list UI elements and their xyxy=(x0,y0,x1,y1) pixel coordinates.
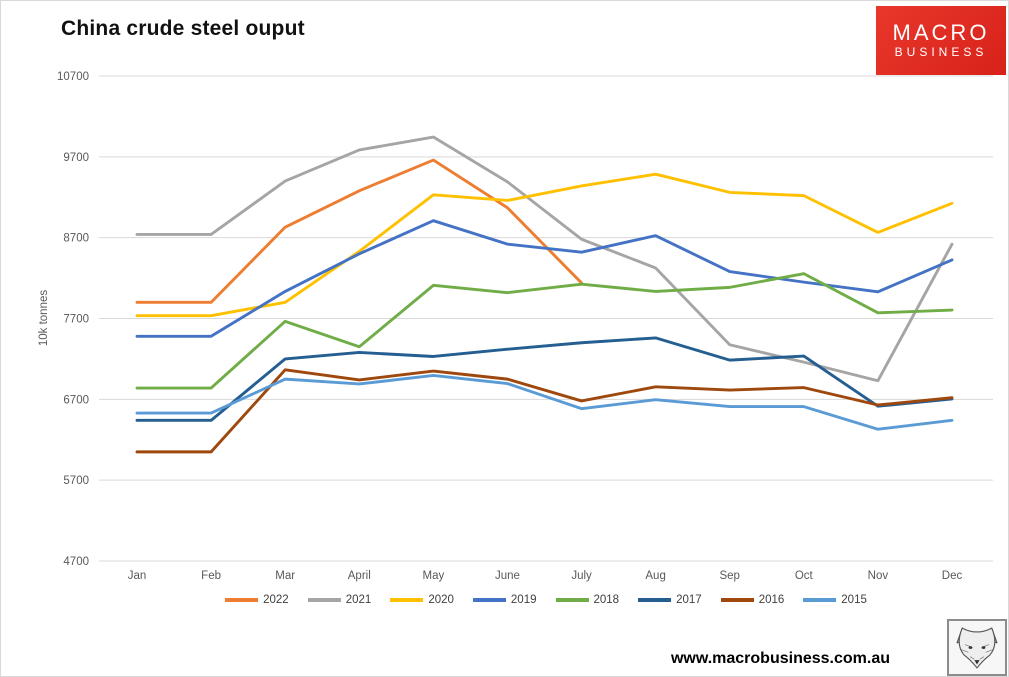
legend-item-2015: 2015 xyxy=(803,594,867,606)
x-tick-label-dec: Dec xyxy=(942,570,963,582)
x-tick-label-oct: Oct xyxy=(795,570,814,582)
series-line-2022 xyxy=(135,158,583,304)
legend-swatch-2020 xyxy=(390,598,424,602)
legend-label-2017: 2017 xyxy=(676,594,702,606)
series-line-2019 xyxy=(135,219,954,338)
y-tick-label-4700: 4700 xyxy=(63,556,89,568)
footer-url: www.macrobusiness.com.au xyxy=(670,650,890,667)
series-line-2020 xyxy=(135,172,954,318)
legend-item-2016: 2016 xyxy=(720,594,785,606)
legend-swatch-2018 xyxy=(555,598,589,602)
x-tick-label-nov: Nov xyxy=(868,570,889,582)
series-line-2015 xyxy=(135,374,954,431)
x-tick-label-sep: Sep xyxy=(719,570,739,582)
legend-label-2019: 2019 xyxy=(510,594,537,606)
legend-swatch-2019 xyxy=(472,598,506,602)
legend-swatch-2021 xyxy=(307,598,341,602)
chart-legend: 2022 2021 2020 2019 2018 2017 2016 2015 xyxy=(99,594,993,606)
legend-label-2016: 2016 xyxy=(758,594,785,606)
legend-item-2022: 2022 xyxy=(225,594,289,606)
legend-item-2017: 2017 xyxy=(638,594,702,606)
x-tick-label-july: July xyxy=(571,570,592,582)
logo-text-business: BUSINESS xyxy=(894,45,988,59)
logo-text-macro: MACRO xyxy=(892,20,990,45)
legend-label-2022: 2022 xyxy=(263,594,289,606)
series-line-2017 xyxy=(135,336,954,422)
y-tick-label-8700: 8700 xyxy=(63,233,89,245)
y-tick-label-5700: 5700 xyxy=(63,475,89,487)
legend-label-2021: 2021 xyxy=(345,594,372,606)
y-tick-label-10700: 10700 xyxy=(57,71,89,83)
series-line-2018 xyxy=(135,272,954,390)
macrobusiness-logo: MACRO BUSINESS xyxy=(876,6,1006,75)
y-tick-label-7700: 7700 xyxy=(63,314,89,326)
legend-label-2018: 2018 xyxy=(593,594,620,606)
legend-item-2018: 2018 xyxy=(555,594,620,606)
legend-item-2020: 2020 xyxy=(390,594,454,606)
x-tick-label-jan: Jan xyxy=(128,570,147,582)
legend-swatch-2017 xyxy=(638,598,672,602)
x-tick-label-aug: Aug xyxy=(645,570,665,582)
legend-item-2021: 2021 xyxy=(307,594,372,606)
x-tick-label-april: April xyxy=(348,570,371,582)
legend-swatch-2016 xyxy=(720,598,754,602)
y-tick-label-9700: 9700 xyxy=(63,152,89,164)
x-tick-label-feb: Feb xyxy=(201,570,221,582)
legend-item-2019: 2019 xyxy=(472,594,537,606)
y-axis-title: 10k tonnes xyxy=(38,290,50,347)
legend-swatch-2022 xyxy=(225,598,259,602)
x-tick-label-may: May xyxy=(422,570,444,582)
wolf-sketch-image xyxy=(947,619,1007,676)
wolf-icon xyxy=(956,627,998,668)
x-tick-label-mar: Mar xyxy=(275,570,295,582)
legend-label-2020: 2020 xyxy=(428,594,454,606)
legend-label-2015: 2015 xyxy=(841,594,867,606)
x-tick-label-june: June xyxy=(495,570,520,582)
y-tick-label-6700: 6700 xyxy=(63,394,89,406)
legend-swatch-2015 xyxy=(803,598,837,602)
chart-title: China crude steel ouput xyxy=(61,17,305,40)
